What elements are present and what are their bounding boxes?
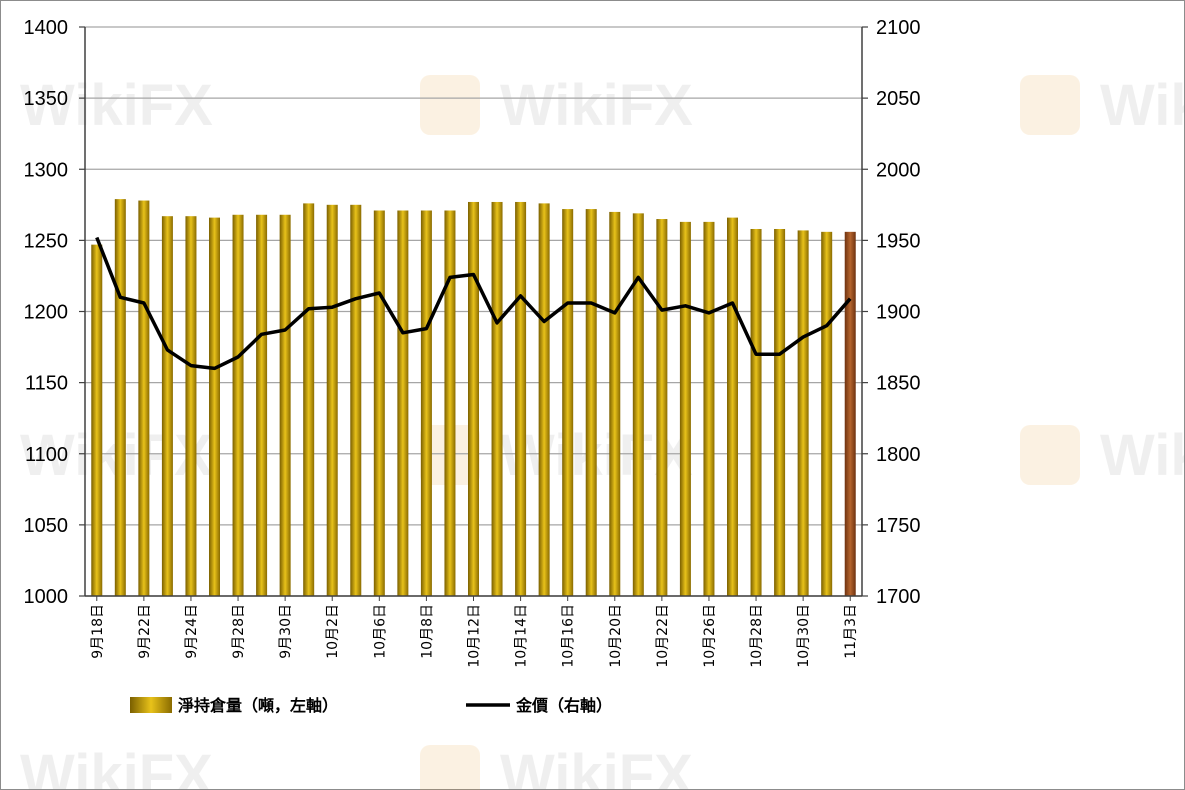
bar (279, 214, 291, 596)
y-left-tick-label: 1400 (24, 17, 69, 39)
bar (303, 203, 315, 596)
watermark-text: WikiFX (1100, 73, 1185, 138)
y-right-tick-label: 1800 (876, 444, 921, 466)
y-right-tick-label: 2100 (876, 17, 921, 39)
bar (468, 201, 479, 596)
bar (703, 221, 715, 596)
y-left-tick-label: 1200 (24, 302, 69, 324)
x-tick-label: 9月24日 (184, 604, 200, 659)
bar (609, 211, 621, 597)
y-axis-right-ticks: 1700 1750 1800 1850 1900 1950 2000 2050 2100 (876, 17, 921, 608)
watermark: WikiFX (1020, 423, 1185, 488)
bar (515, 201, 527, 596)
x-tick-label: 10月16日 (561, 604, 577, 668)
bar (821, 231, 833, 596)
y-right-tick-label: 1850 (876, 373, 921, 395)
bar (774, 228, 786, 596)
y-right-tick-label: 2000 (876, 159, 921, 181)
bar (538, 203, 550, 596)
bar (727, 217, 738, 597)
x-tick-label: 10月2日 (325, 604, 341, 659)
bar-series (91, 199, 856, 597)
watermark-text: WikiFX (500, 73, 693, 138)
bar (797, 230, 809, 597)
x-tick-label: 10月20日 (608, 604, 624, 668)
y-right-tick-label: 1700 (876, 586, 921, 608)
y-left-tick-label: 1100 (25, 444, 68, 466)
y-left-tick-label: 1350 (24, 88, 69, 110)
bar (585, 209, 597, 596)
bar (397, 210, 409, 596)
y-right-tick-label: 1750 (876, 515, 921, 537)
watermark-text: WikiFX (20, 743, 213, 790)
x-tick-label: 9月28日 (231, 604, 247, 659)
x-tick-label: 10月28日 (749, 604, 765, 668)
y-left-tick-label: 1000 (24, 586, 69, 608)
y-left-tick-label: 1300 (24, 159, 69, 181)
bar (656, 219, 668, 596)
x-tick-label: 10月30日 (796, 604, 812, 668)
watermark: WikiFX (420, 743, 693, 790)
legend-bar-label: 淨持倉量（噸，左軸） (178, 696, 338, 715)
y-left-tick-label: 1050 (24, 515, 69, 537)
x-tick-label: 10月22日 (655, 604, 671, 668)
y-right-tick-label: 1950 (876, 230, 921, 252)
bar (350, 204, 362, 596)
x-tick-label: 10月26日 (702, 604, 718, 668)
watermark: WikiFX (20, 743, 213, 790)
bar (444, 210, 456, 596)
bar (256, 214, 268, 596)
bar (138, 200, 150, 597)
x-tick-label: 10月12日 (467, 604, 483, 668)
bar (491, 201, 503, 596)
watermark: WikiFX (20, 73, 213, 138)
watermark-text: WikiFX (20, 73, 213, 138)
bar (373, 210, 385, 596)
y-right-tick-label: 2050 (876, 88, 921, 110)
gold-price-line (95, 236, 852, 371)
x-tick-label: 11月3日 (843, 604, 859, 659)
watermark: WikiFX (420, 73, 693, 138)
x-tick-label: 9月22日 (137, 604, 153, 659)
bar (326, 204, 338, 596)
x-axis-ticks: 9月18日 9月22日 9月24日 9月28日 9月30日 10月2日 10月6日 10月8日… (90, 596, 859, 668)
y-left-tick-label: 1150 (25, 373, 68, 395)
bar-latest (844, 231, 856, 596)
bar (679, 221, 691, 596)
bar (91, 244, 103, 596)
y-right-tick-label: 1900 (876, 302, 921, 324)
watermark-text: WikiFX (500, 743, 693, 790)
bar (750, 228, 762, 596)
bar (632, 213, 644, 596)
legend-bar-swatch (130, 697, 172, 713)
bar (420, 210, 432, 596)
legend: 淨持倉量（噸，左軸） 金價（右軸） (130, 696, 612, 715)
y-axis-left-ticks: 1000 1050 1100 1150 1200 1250 1300 1350 1400 (24, 17, 69, 608)
bar (209, 217, 220, 597)
x-tick-label: 9月30日 (278, 604, 294, 659)
x-tick-label: 9月18日 (90, 604, 106, 659)
x-tick-label: 10月14日 (514, 604, 530, 668)
watermark-text: WikiFX (1100, 423, 1185, 488)
watermark-logo (420, 745, 480, 790)
legend-line-label: 金價（右軸） (515, 696, 612, 715)
watermark: WikiFX (420, 423, 693, 488)
watermark-logo (1020, 425, 1080, 485)
watermark-logo (1020, 75, 1080, 135)
bar (161, 216, 173, 596)
bar (114, 199, 126, 596)
watermark-logo (420, 75, 480, 135)
x-tick-label: 10月6日 (372, 604, 388, 659)
bar (185, 216, 197, 596)
bar (232, 214, 244, 596)
x-tick-label: 10月8日 (419, 604, 435, 659)
bar (562, 209, 574, 596)
watermark: WikiFX (1020, 73, 1185, 138)
y-left-tick-label: 1250 (24, 230, 69, 252)
